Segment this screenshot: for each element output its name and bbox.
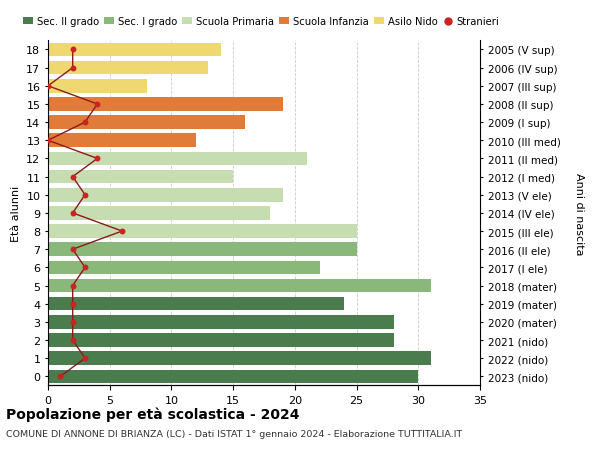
Point (43, 83, 53, 90)
Y-axis label: Età alunni: Età alunni (11, 185, 20, 241)
Bar (48, 261, 320, 274)
Bar (48, 352, 431, 365)
Bar (48, 189, 283, 202)
Point (92, 156, 102, 163)
Bar (48, 98, 283, 112)
Point (43, 137, 53, 145)
Point (56, 373, 65, 380)
Point (68, 336, 77, 344)
Legend: Sec. II grado, Sec. I grado, Scuola Primaria, Scuola Infanzia, Asilo Nido, Stran: Sec. II grado, Sec. I grado, Scuola Prim… (23, 17, 499, 27)
Point (68, 210, 77, 217)
Bar (48, 170, 233, 184)
Bar (48, 225, 356, 238)
Point (68, 47, 77, 54)
Point (80, 355, 90, 362)
Bar (48, 334, 394, 347)
Text: COMUNE DI ANNONE DI BRIANZA (LC) - Dati ISTAT 1° gennaio 2024 - Elaborazione TUT: COMUNE DI ANNONE DI BRIANZA (LC) - Dati … (6, 429, 462, 438)
Bar (48, 207, 270, 220)
Bar (48, 369, 418, 383)
Bar (48, 152, 307, 166)
Point (68, 300, 77, 308)
Point (80, 192, 90, 199)
Point (68, 282, 77, 290)
Point (68, 319, 77, 326)
Point (92, 101, 102, 108)
Bar (48, 116, 245, 129)
Point (80, 119, 90, 127)
Point (68, 174, 77, 181)
Bar (48, 80, 147, 93)
Bar (48, 44, 221, 57)
Point (68, 246, 77, 253)
Bar (48, 134, 196, 148)
Bar (48, 315, 394, 329)
Bar (48, 243, 356, 257)
Y-axis label: Anni di nascita: Anni di nascita (574, 172, 584, 255)
Point (80, 264, 90, 271)
Bar (48, 279, 431, 293)
Point (68, 65, 77, 72)
Bar (48, 297, 344, 311)
Bar (48, 62, 208, 75)
Point (117, 228, 127, 235)
Text: Popolazione per età scolastica - 2024: Popolazione per età scolastica - 2024 (6, 406, 299, 421)
